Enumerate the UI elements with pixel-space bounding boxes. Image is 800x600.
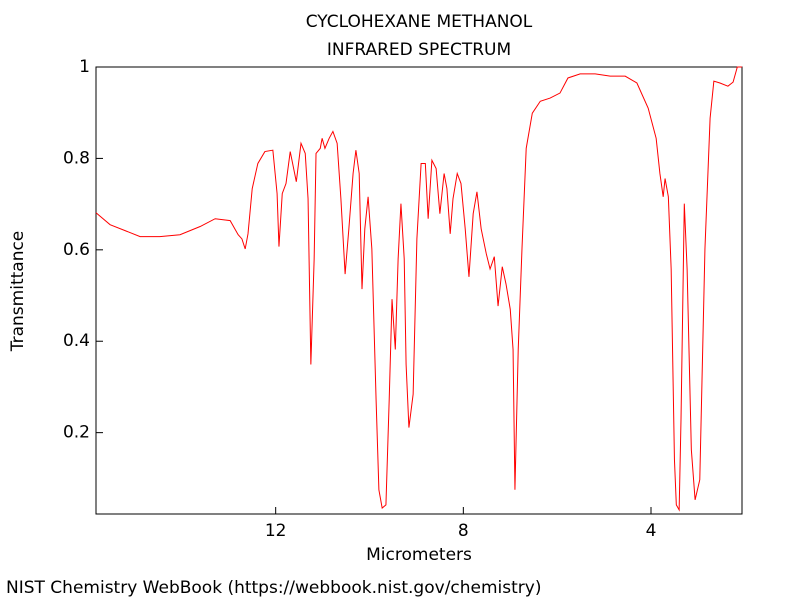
spectrum-line xyxy=(95,66,742,512)
chart-subtitle: INFRARED SPECTRUM xyxy=(327,40,511,60)
y-tick-label: 1 xyxy=(79,57,90,77)
y-tick-label: 0.2 xyxy=(63,423,90,443)
y-tick-label: 0.8 xyxy=(63,148,90,168)
x-tick-label: 8 xyxy=(458,521,469,541)
x-tick-label: 12 xyxy=(265,521,287,541)
y-tick-label: 0.6 xyxy=(63,240,90,260)
x-tick-label: 4 xyxy=(646,521,657,541)
y-axis-label: Transmittance xyxy=(8,231,28,353)
y-tick-label: 0.4 xyxy=(63,331,90,351)
source-note: NIST Chemistry WebBook (https://webbook.… xyxy=(6,578,541,598)
plot-frame xyxy=(95,66,743,515)
chart-title: CYCLOHEXANE METHANOL xyxy=(306,12,533,32)
x-axis-label: Micrometers xyxy=(366,545,472,565)
